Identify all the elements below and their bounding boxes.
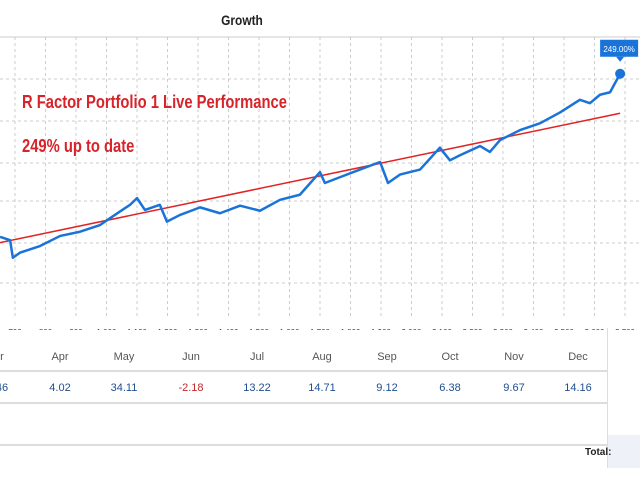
table-divider — [607, 328, 608, 468]
x-tick-label: 2 600 — [584, 328, 605, 330]
x-tick-label: 2 500 — [554, 328, 575, 330]
month-header: Aug — [312, 351, 332, 363]
month-return-value: -2.18 — [178, 382, 204, 394]
x-tick-label: 1 000 — [96, 328, 117, 330]
month-return-value: 6.38 — [439, 382, 461, 394]
end-label-box — [600, 39, 639, 57]
month-return-value: 34.11 — [110, 382, 138, 394]
x-tick-label: 1 100 — [127, 328, 148, 330]
x-tick-label: 1 900 — [371, 328, 392, 330]
x-tick-label: 2 300 — [493, 328, 514, 330]
x-tick-label: 2 400 — [523, 328, 544, 330]
empty-row — [0, 404, 607, 446]
month-header: May — [113, 351, 135, 363]
month-return-value: 4.02 — [49, 382, 71, 394]
x-tick-label: 1 700 — [310, 328, 331, 330]
month-header: Oct — [441, 351, 459, 363]
trend-line — [0, 112, 621, 244]
total-value-cell — [608, 435, 640, 468]
x-tick-label: 2 700 — [615, 328, 636, 330]
month-header: r — [0, 351, 4, 363]
month-header: Nov — [504, 351, 524, 363]
month-header-row — [0, 340, 607, 372]
month-return-value: 13.22 — [243, 382, 271, 394]
month-return-value: 14.71 — [308, 382, 336, 394]
month-header: Sep — [377, 351, 397, 363]
month-return-value: 9.67 — [503, 382, 525, 394]
end-label: 249.00% — [603, 45, 635, 54]
x-tick-label: 800 — [39, 328, 53, 330]
month-header: Dec — [568, 351, 588, 363]
month-return-value: 9.12 — [376, 382, 398, 394]
month-header: Jun — [182, 351, 200, 363]
x-tick-label: 1 300 — [188, 328, 209, 330]
growth-chart: 700 800 900 1 000 1 100 1 200 1 300 1 400 1 500 1… — [0, 36, 640, 330]
x-tick-label: 1 400 — [218, 328, 239, 330]
total-label: Total: — [585, 447, 612, 458]
month-return-value: 14.16 — [564, 382, 592, 394]
returns-row — [0, 372, 607, 404]
month-return-value: 46 — [0, 382, 9, 394]
chart-title: Growth — [221, 12, 263, 28]
month-header: Jul — [249, 351, 265, 363]
annotation-title: R Factor Portfolio 1 Live Performance — [22, 92, 287, 112]
x-tick-label: 1 500 — [249, 328, 270, 330]
x-tick-label: 1 200 — [157, 328, 178, 330]
end-label-pointer — [616, 56, 625, 62]
annotation-growth: 249% up to date — [22, 136, 135, 156]
x-tick-label: 2 000 — [401, 328, 422, 330]
x-tick-label: 1 600 — [279, 328, 300, 330]
x-tick-label: 900 — [69, 328, 83, 330]
end-point-marker — [615, 68, 626, 79]
x-tick-label: 2 100 — [432, 328, 453, 330]
month-header: Apr — [51, 351, 69, 363]
x-tick-label: 2 200 — [462, 328, 483, 330]
x-tick-label: 1 800 — [340, 328, 361, 330]
x-tick-label: 700 — [8, 328, 22, 330]
growth-line — [0, 73, 622, 260]
